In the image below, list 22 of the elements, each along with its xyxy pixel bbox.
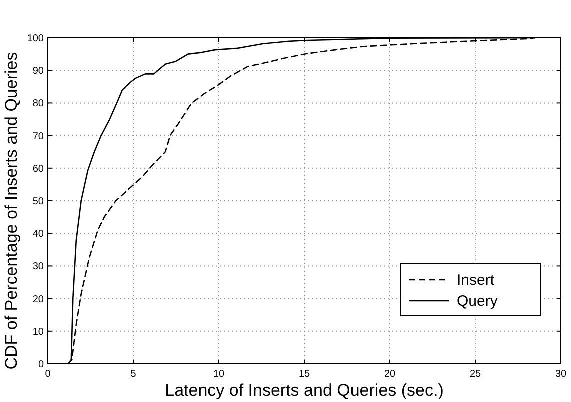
- x-tick-label: 15: [298, 369, 310, 380]
- y-tick-label: 40: [32, 229, 44, 240]
- y-tick-label: 30: [32, 262, 44, 273]
- y-tick-label: 20: [32, 294, 44, 306]
- x-axis-title: Latency of Inserts and Queries (sec.): [165, 381, 444, 400]
- x-tick-label: 25: [470, 369, 482, 380]
- y-tick-label: 100: [27, 34, 44, 44]
- y-tick-label: 80: [32, 98, 44, 110]
- y-tick-label: 0: [38, 360, 44, 370]
- legend-label: Query: [457, 293, 498, 310]
- x-tick-label: 10: [213, 369, 225, 380]
- x-tick-label: 30: [555, 369, 567, 380]
- y-tick-label: 70: [32, 131, 44, 142]
- y-tick-label: 10: [32, 326, 44, 338]
- y-axis-title: CDF of Percentage of Inserts and Queries: [2, 52, 21, 370]
- y-tick-label: 50: [32, 196, 44, 208]
- x-tick-label: 0: [45, 369, 52, 380]
- y-tick-label: 90: [32, 66, 44, 78]
- x-tick-label: 20: [384, 369, 396, 380]
- y-tick-label: 60: [32, 164, 44, 175]
- x-tick-label: 5: [130, 369, 137, 380]
- legend-label: Insert: [457, 272, 496, 289]
